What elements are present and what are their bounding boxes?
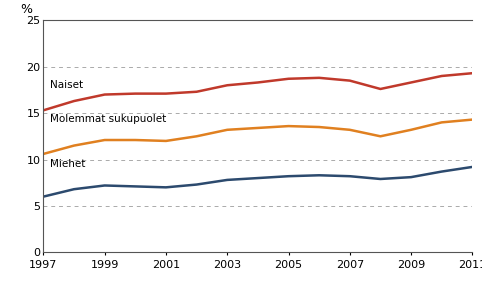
Text: Naiset: Naiset xyxy=(50,80,82,90)
Text: %: % xyxy=(20,3,32,16)
Text: Miehet: Miehet xyxy=(50,159,85,169)
Text: Molemmat sukupuolet: Molemmat sukupuolet xyxy=(50,114,166,124)
